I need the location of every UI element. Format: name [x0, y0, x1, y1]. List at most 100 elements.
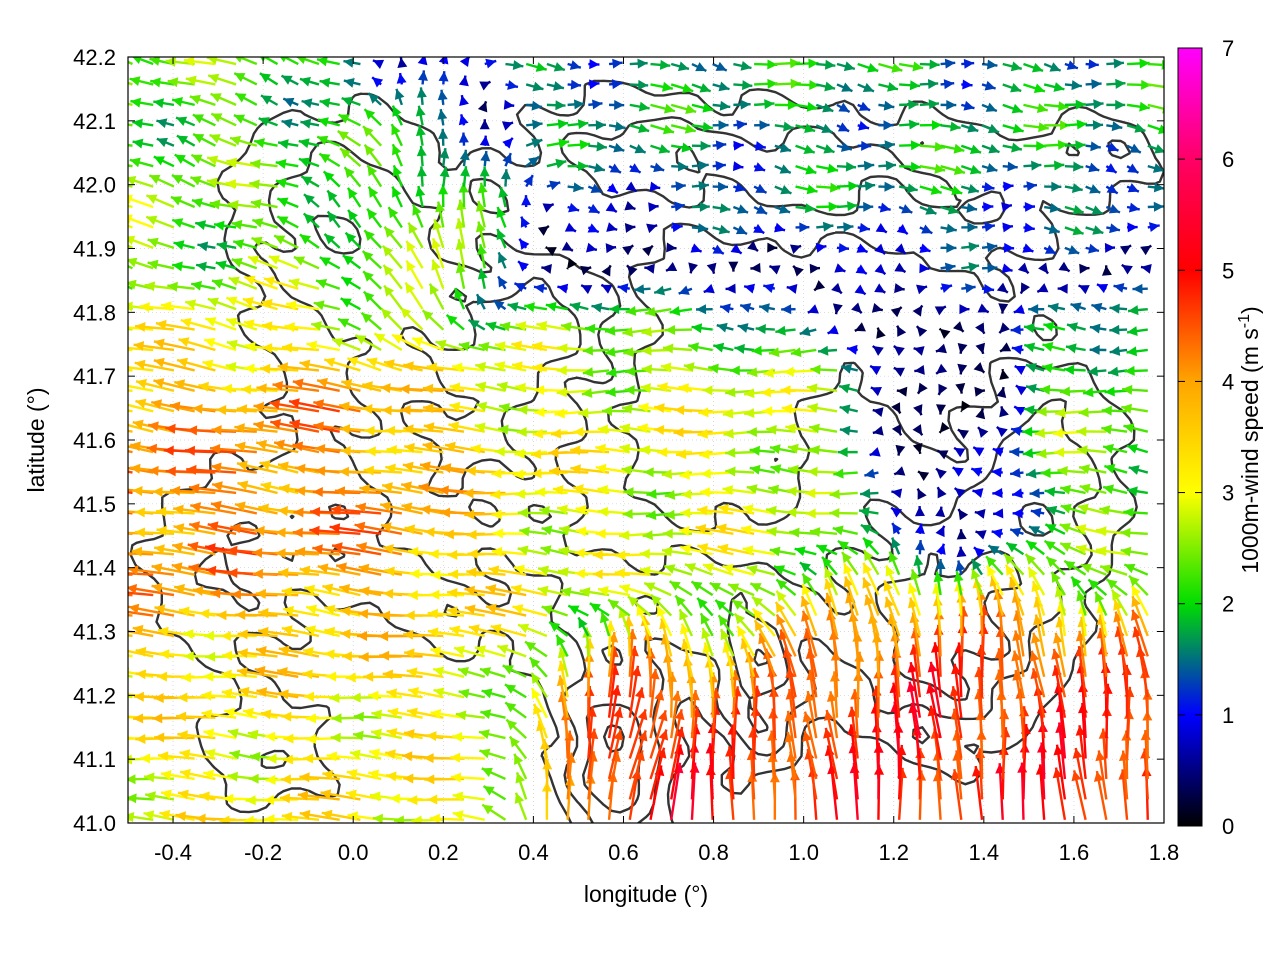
wind-arrow [588, 162, 606, 173]
wind-arrow [1126, 486, 1148, 497]
wind-arrow [1009, 467, 1024, 478]
wind-arrow [128, 649, 154, 658]
wind-arrow [177, 789, 216, 801]
wind-arrow [260, 481, 299, 495]
wind-arrow [167, 77, 195, 88]
wind-arrow [666, 242, 677, 253]
wind-arrow [1127, 79, 1152, 90]
wind-arrow [530, 672, 548, 698]
wind-arrow [650, 593, 673, 617]
wind-arrow [919, 120, 943, 131]
wind-arrow [1082, 387, 1107, 398]
wind-arrow [505, 60, 524, 70]
wind-arrow [981, 102, 998, 113]
wind-arrow [662, 343, 693, 354]
wind-arrow [607, 707, 624, 759]
wind-arrow [316, 57, 340, 67]
wind-arrow [1101, 424, 1128, 435]
wind-arrow [432, 218, 445, 249]
wind-arrow [743, 283, 756, 294]
y-tick-label: 41.8 [73, 300, 116, 325]
wind-arrow [618, 530, 651, 541]
wind-arrow [628, 687, 645, 739]
wind-arrow [312, 487, 361, 498]
wind-arrow [221, 688, 258, 699]
wind-arrow [519, 526, 548, 537]
wind-arrow [1023, 222, 1035, 233]
wind-arrow [1147, 201, 1164, 212]
wind-arrow [567, 604, 589, 617]
wind-arrow [178, 337, 216, 352]
wind-arrow [801, 572, 818, 596]
wind-arrow [916, 284, 928, 295]
wind-arrow [836, 82, 853, 93]
wind-arrow [1104, 386, 1128, 397]
wind-arrow [1053, 744, 1067, 800]
wind-arrow [1085, 59, 1099, 70]
wind-arrow [337, 317, 361, 331]
wind-arrow [392, 164, 403, 188]
wind-arrow [840, 363, 858, 374]
wind-arrow [304, 625, 340, 638]
wind-arrow [542, 759, 553, 800]
wind-arrow [836, 181, 859, 192]
wind-arrow [221, 650, 257, 661]
wind-arrow [815, 544, 838, 556]
wind-arrow [153, 155, 175, 168]
wind-arrow [1105, 183, 1119, 195]
wind-arrow [961, 58, 975, 69]
wind-arrow [597, 506, 630, 517]
wind-arrow [445, 314, 465, 331]
wind-arrow [1102, 484, 1128, 495]
wind-arrow [936, 449, 949, 460]
wind-arrow [974, 386, 986, 397]
wind-arrow [913, 555, 924, 575]
wind-arrow [1099, 505, 1128, 516]
wind-arrow [799, 326, 817, 337]
wind-arrow [668, 580, 693, 597]
wind-arrow [684, 563, 714, 576]
wind-arrow [134, 359, 175, 372]
wind-arrow [1109, 324, 1128, 335]
wind-arrow [1064, 245, 1080, 255]
wind-arrow [567, 79, 582, 90]
wind-arrow [1004, 564, 1025, 596]
wind-arrow [878, 160, 897, 171]
wind-arrow [1105, 142, 1119, 152]
wind-arrow [294, 546, 340, 557]
wind-arrow [319, 256, 341, 270]
wind-arrow [754, 99, 775, 110]
wind-arrow [537, 585, 568, 597]
wind-arrow [981, 59, 998, 70]
wind-arrow [957, 363, 968, 375]
wind-arrow [733, 182, 747, 193]
wind-arrow [204, 748, 237, 760]
wind-arrow [829, 489, 858, 500]
wind-arrow [1023, 141, 1047, 152]
colorbar-tick-label: 7 [1222, 36, 1234, 61]
wind-arrow [317, 563, 361, 576]
wind-arrow [1029, 488, 1045, 499]
wind-arrow [795, 222, 810, 233]
wind-arrow [609, 304, 630, 315]
colorbar: 0 1 2 3 4 5 6 7 1000m-wind speed (m s-1) [1177, 36, 1263, 839]
wind-arrow [233, 72, 258, 86]
wind-arrow [1022, 243, 1034, 253]
wind-arrow [843, 562, 859, 596]
wind-arrow [1002, 61, 1023, 72]
wind-arrow [363, 144, 383, 167]
wind-arrow [1085, 99, 1104, 110]
wind-arrow [167, 281, 195, 292]
wind-arrow [915, 540, 926, 555]
wind-arrow [331, 713, 361, 724]
wind-arrow [468, 624, 506, 638]
wind-arrow [601, 264, 612, 277]
wind-arrow [510, 584, 548, 597]
wind-arrow [747, 240, 759, 253]
wind-arrow [1064, 161, 1084, 172]
wind-arrow [1023, 201, 1036, 212]
wind-arrow [391, 105, 403, 126]
wind-arrow [588, 120, 606, 131]
wind-arrow [1043, 224, 1061, 235]
wind-arrow [1044, 160, 1065, 171]
